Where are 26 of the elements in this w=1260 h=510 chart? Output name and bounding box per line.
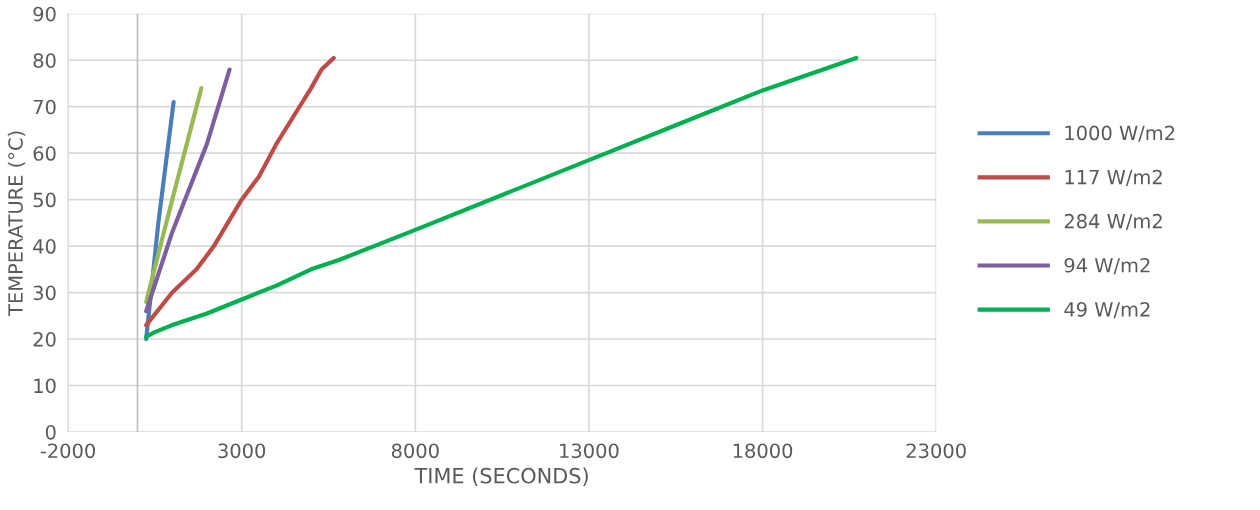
x-tick-label: 23000 [906, 443, 966, 459]
line-series [144, 67, 232, 314]
y-axis-title: TEMPERATURE (°C) [7, 131, 26, 316]
legend-label: 1000 W/m2 [1065, 125, 1175, 142]
legend-label: 117 W/m2 [1065, 169, 1162, 186]
y-tick-label: 40 [33, 239, 56, 254]
y-tick-label: 30 [33, 285, 56, 301]
x-axis-title: TIME (SECONDS) [414, 467, 588, 487]
line-series [144, 55, 336, 328]
line-series [144, 55, 859, 339]
y-tick-label: 50 [33, 192, 56, 208]
legend-label: 94 W/m2 [1064, 257, 1150, 275]
y-tick-label: 80 [33, 53, 56, 68]
y-tick-label: 10 [34, 378, 56, 394]
legend-label: 49 W/m2 [1064, 302, 1150, 319]
x-tick-label: -2000 [40, 443, 95, 459]
x-tick-label: 8000 [391, 443, 439, 459]
y-tick-label: 0 [45, 424, 56, 440]
x-tick-label: 13000 [560, 443, 619, 459]
y-tick-label: 20 [33, 331, 56, 347]
y-tick-label: 60 [33, 146, 56, 161]
x-tick-label: 3000 [218, 443, 266, 459]
y-tick-label: 70 [33, 99, 56, 115]
legend-label: 284 W/m2 [1064, 213, 1162, 231]
y-tick-label: 90 [33, 6, 56, 22]
x-tick-label: 18000 [733, 443, 793, 459]
